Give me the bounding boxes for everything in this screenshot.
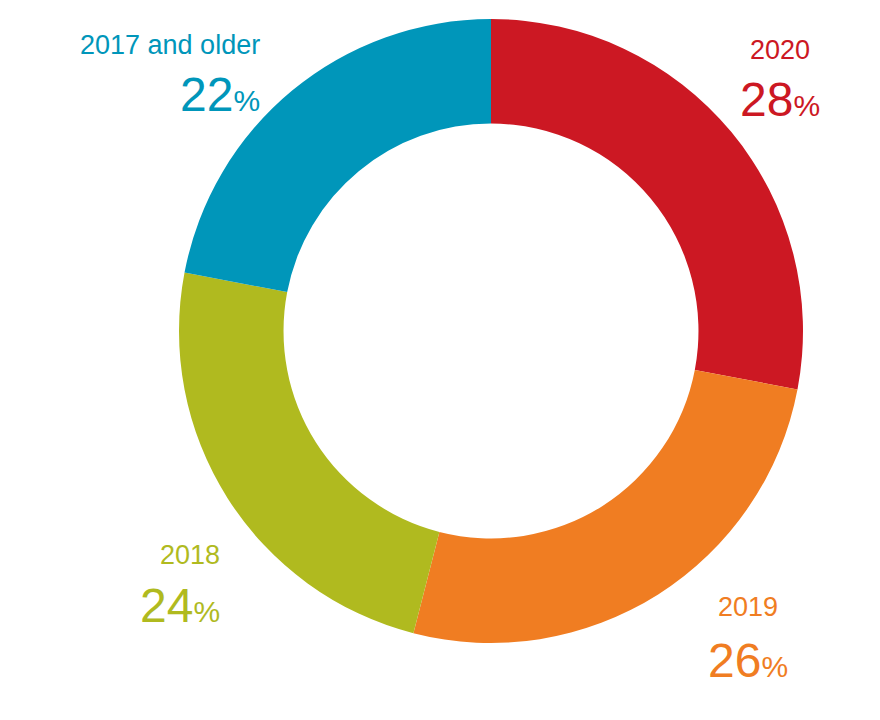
svg-text:2020: 2020 bbox=[750, 35, 810, 65]
svg-text:28%: 28% bbox=[740, 73, 820, 126]
svg-text:2017 and older: 2017 and older bbox=[80, 30, 260, 60]
svg-text:2019: 2019 bbox=[718, 592, 778, 622]
svg-text:22%: 22% bbox=[180, 68, 260, 121]
svg-text:26%: 26% bbox=[708, 634, 788, 687]
svg-text:24%: 24% bbox=[140, 579, 220, 632]
svg-text:2018: 2018 bbox=[160, 540, 220, 570]
